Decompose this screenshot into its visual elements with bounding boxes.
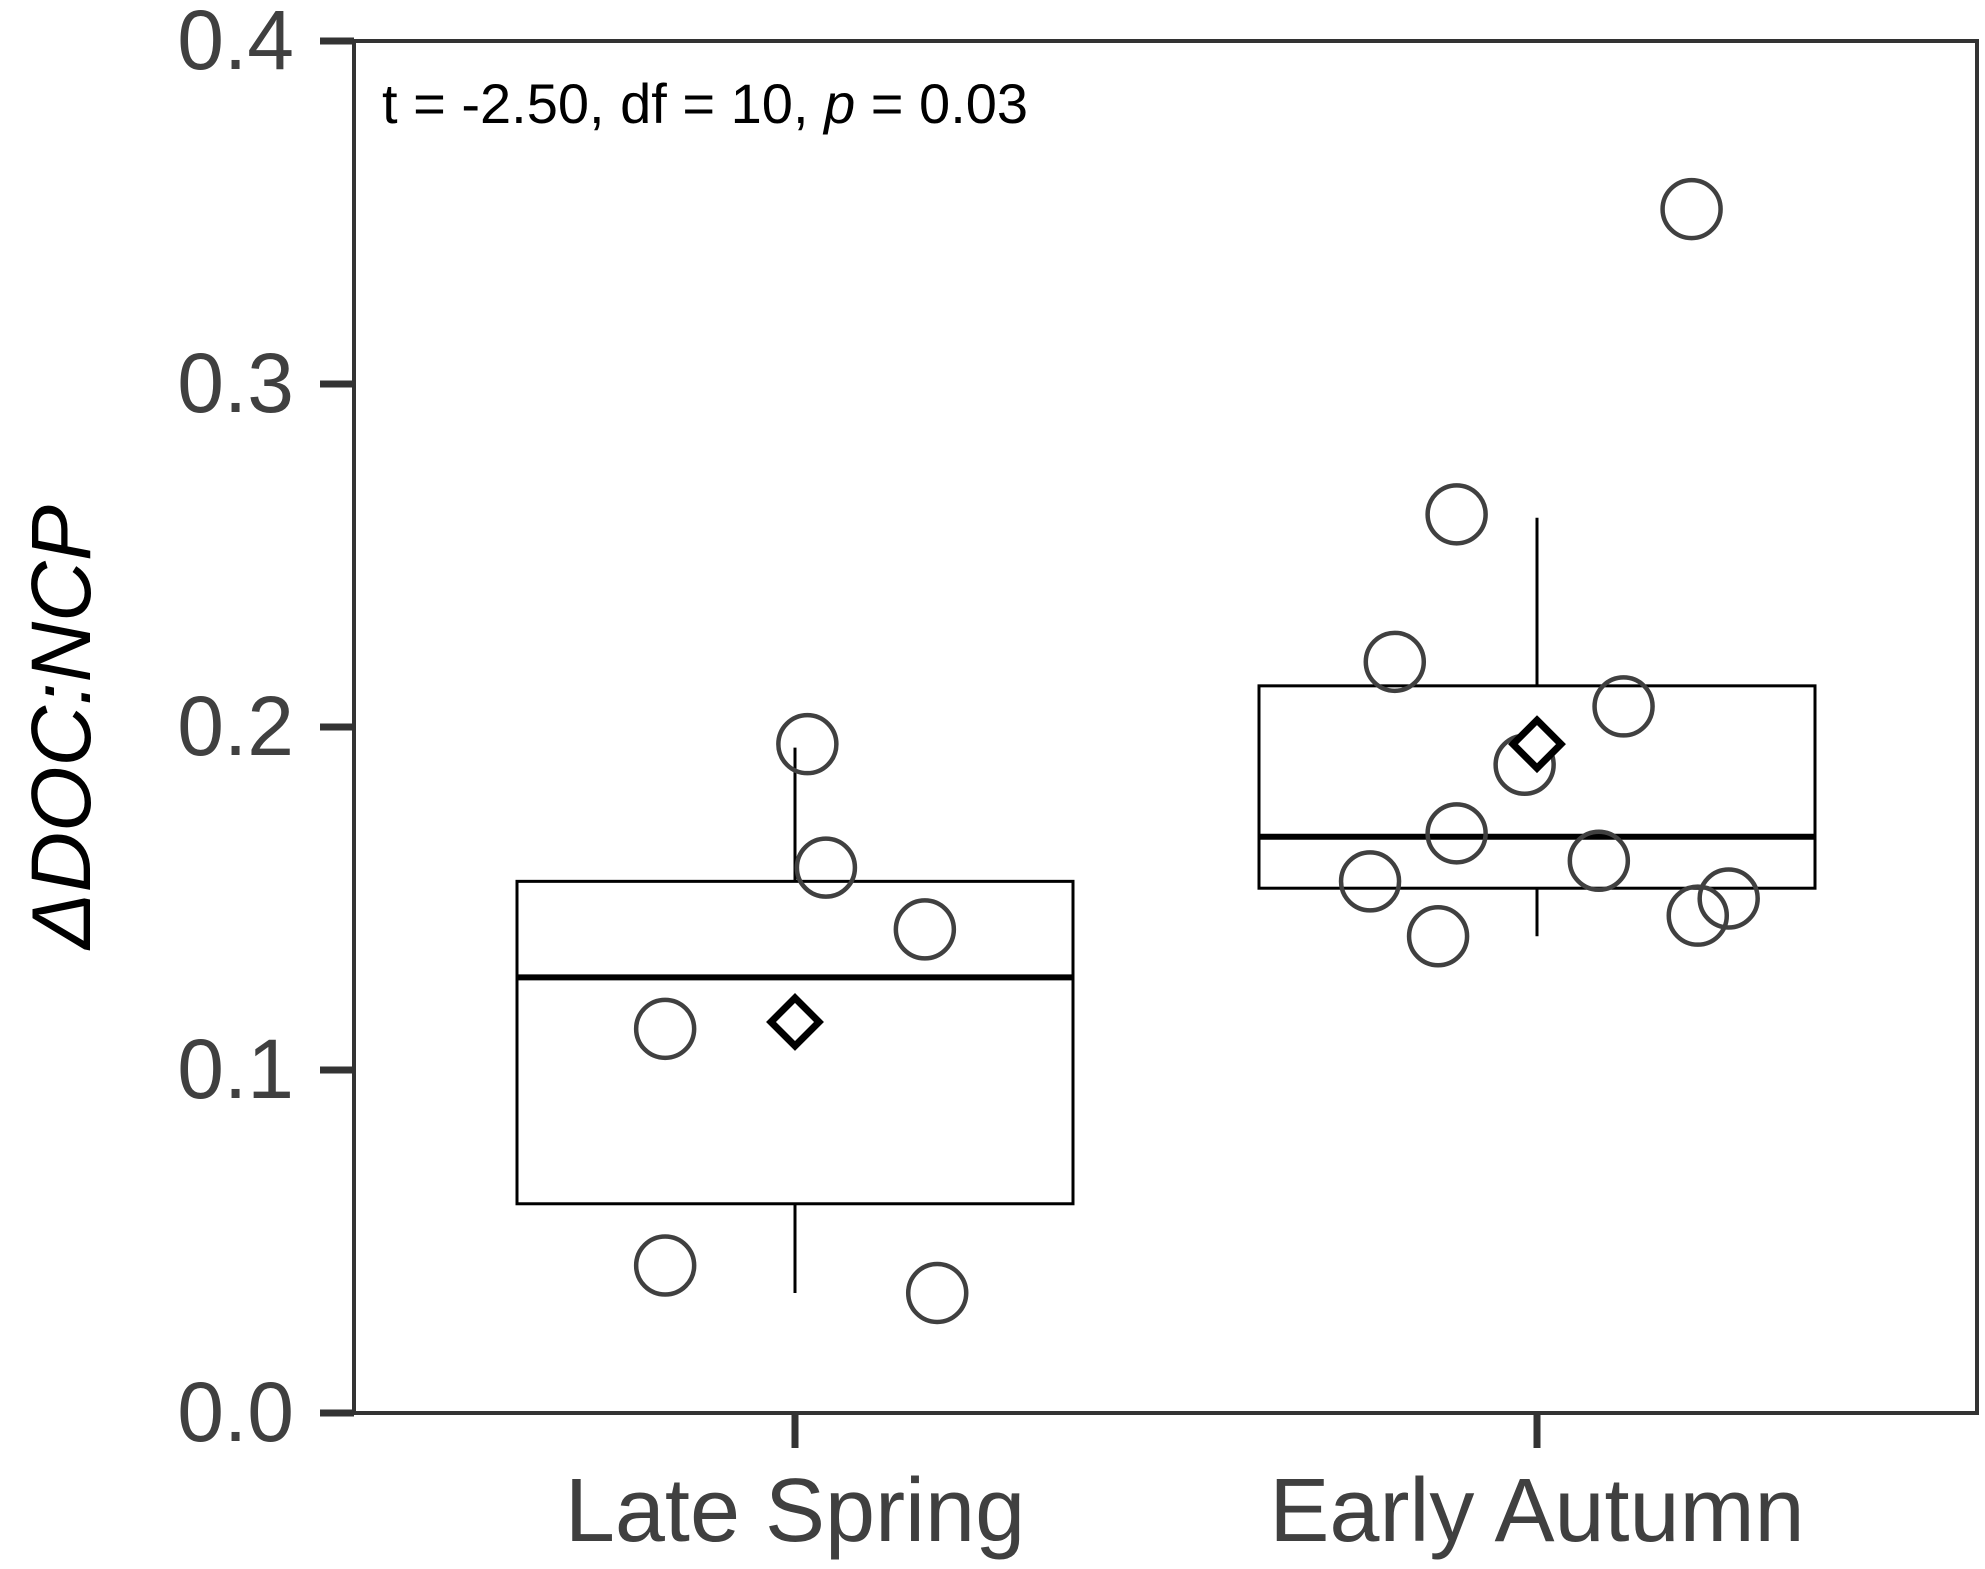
y-axis-label: ΔDOC:NCP [14, 505, 108, 951]
data-point [1697, 867, 1760, 930]
x-tick-label: Early Autumn [1269, 1461, 1804, 1561]
data-point [1338, 850, 1402, 913]
data-point [1592, 675, 1655, 738]
data-point [1425, 802, 1488, 865]
data-point [893, 898, 957, 961]
data-point [1425, 483, 1488, 546]
y-tick-label: 0.4 [177, 0, 294, 87]
stat-annotation: t = -2.50, df = 10, p = 0.03 [382, 72, 1028, 135]
data-point [1567, 829, 1631, 893]
mean-marker [1508, 715, 1566, 774]
boxes-layer [515, 517, 1817, 1293]
data-point [1660, 177, 1723, 241]
y-tick-label: 0.1 [177, 1022, 294, 1116]
mean-marker [766, 993, 824, 1051]
data-point [633, 1234, 697, 1297]
data-point [633, 997, 697, 1061]
stat-annotation-suffix: = 0.03 [855, 72, 1028, 135]
x-tick-label: Late Spring [565, 1461, 1025, 1561]
y-tick-label: 0.3 [177, 336, 294, 430]
data-point [776, 712, 839, 776]
data-point [1363, 630, 1427, 694]
y-tick-label: 0.0 [177, 1365, 294, 1459]
data-point [794, 836, 858, 899]
data-point [1406, 904, 1470, 968]
data-point [905, 1261, 969, 1325]
x-axis: Late Spring Early Autumn [565, 1413, 1805, 1561]
stat-annotation-p: p [822, 72, 855, 135]
y-tick-label: 0.2 [177, 679, 294, 773]
points-layer [633, 177, 1760, 1325]
stat-annotation-prefix: t = -2.50, df = 10, [382, 72, 824, 135]
data-point [1666, 884, 1730, 947]
y-axis: 0.0 0.1 0.2 0.3 0.4 [177, 0, 354, 1459]
